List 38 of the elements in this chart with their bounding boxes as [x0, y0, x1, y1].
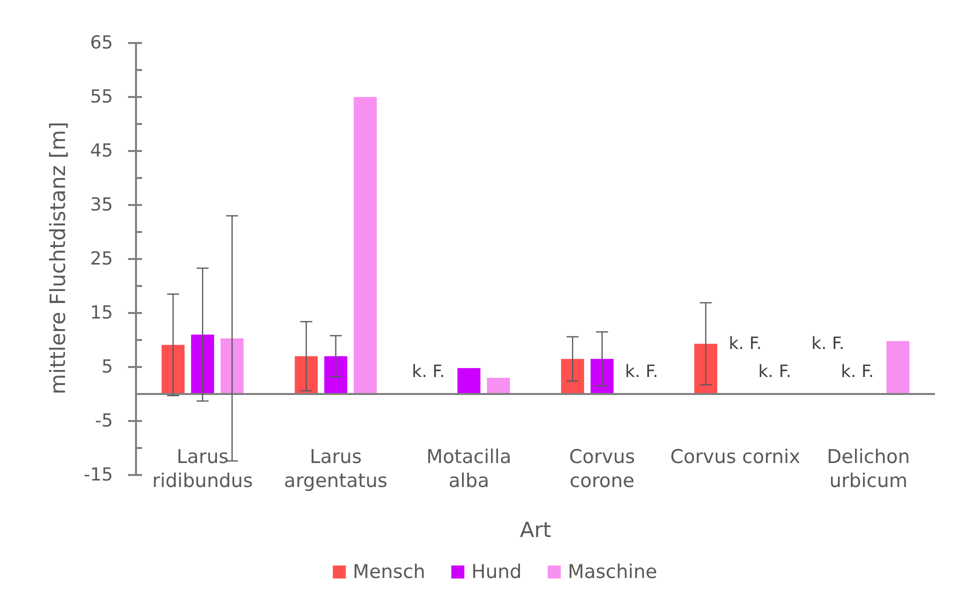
bar — [354, 97, 377, 394]
bar — [886, 341, 910, 394]
x-tick-label: Motacilla alba — [426, 446, 512, 492]
bar — [220, 338, 244, 394]
x-tick-label: Delichon urbicum — [826, 446, 910, 492]
y-tick-label: -15 — [84, 464, 113, 486]
legend-label: Maschine — [568, 561, 658, 583]
bar — [457, 368, 480, 394]
text: k. F. — [840, 362, 874, 382]
x-tick-label: Corvus corone — [569, 446, 636, 492]
y-tick-label: 45 — [90, 140, 113, 162]
text: k. F. — [811, 334, 844, 354]
x-tick-label: Corvus cornix — [670, 446, 800, 468]
bar — [486, 378, 510, 394]
bar — [561, 358, 584, 394]
y-tick-label: 35 — [90, 194, 113, 216]
y-tick-label: 5 — [102, 356, 113, 378]
text: k. F. — [758, 362, 792, 382]
y-tick-label: 25 — [90, 248, 113, 270]
x-axis-title: Art — [520, 518, 552, 542]
y-axis-title: mittlere Fluchtdistanz [m] — [46, 122, 70, 394]
legend-label: Mensch — [352, 561, 426, 583]
x-tick-label: Larus argentatus — [284, 446, 388, 492]
bar — [694, 344, 718, 394]
bar — [162, 344, 185, 394]
y-tick-label: 65 — [90, 32, 113, 54]
y-tick-label: 15 — [90, 302, 113, 324]
text: k. F. — [728, 334, 762, 354]
bar — [324, 356, 348, 394]
text: k. F. — [412, 362, 445, 382]
legend-label: Hund — [471, 561, 522, 583]
y-tick-label: 55 — [90, 86, 113, 108]
bar — [294, 356, 318, 394]
bar — [191, 334, 214, 394]
text: k. F. — [625, 362, 658, 382]
bar — [590, 358, 614, 394]
x-tick-label: Larus ridibundus — [152, 446, 253, 492]
y-tick-label: -5 — [95, 410, 113, 432]
